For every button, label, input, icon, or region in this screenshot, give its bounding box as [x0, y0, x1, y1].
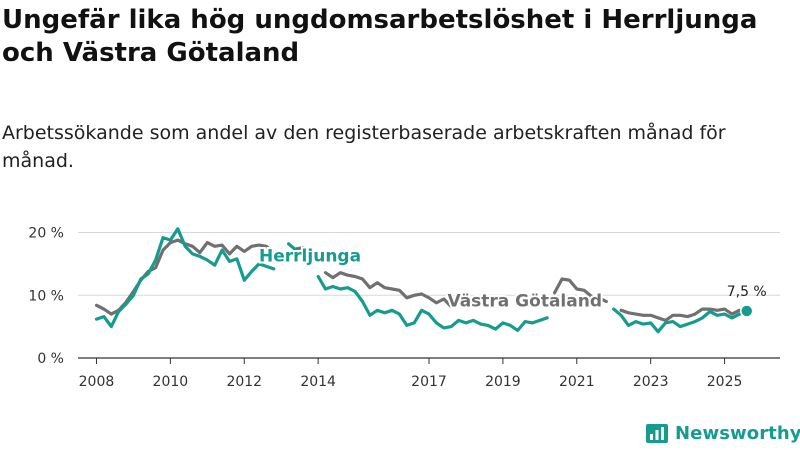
end-point-marker — [739, 304, 754, 318]
brand-name: Newsworthy — [675, 422, 800, 444]
x-tick-label: 2010 — [153, 374, 189, 390]
grid — [78, 232, 780, 359]
series-line-herrljunga — [94, 227, 749, 334]
x-tick-label: 2012 — [226, 374, 262, 390]
axes: 0 % 10 % 20 % 2008 2010 2012 2014 2017 2019 2021 2… — [28, 226, 742, 390]
x-tick-label: 2019 — [485, 374, 521, 390]
chart-subtitle: Arbetssökande som andel av den registerb… — [2, 122, 726, 172]
series-line-v-stra-g-taland — [94, 238, 749, 322]
newsworthy-brand[interactable]: Newsworthy — [645, 420, 800, 446]
series-labels: Herrljunga Västra Götaland 7,5 % — [257, 244, 767, 318]
x-tick-label: 2023 — [633, 374, 669, 390]
x-tick-label: 2021 — [559, 374, 595, 390]
x-tick-label: 2017 — [411, 374, 447, 390]
y-tick-label: 0 % — [37, 351, 64, 367]
series-label: Västra Götaland — [447, 292, 602, 312]
y-tick-label: 20 % — [28, 226, 64, 242]
end-value-label: 7,5 % — [727, 284, 767, 300]
chart-title: Ungefär lika hög ungdomsarbetslöshet i H… — [2, 5, 758, 68]
x-tick-label: 2008 — [79, 374, 115, 390]
x-tick-label: 2025 — [707, 374, 743, 390]
bar-chart-icon — [646, 424, 668, 443]
series-label: Herrljunga — [259, 246, 361, 266]
y-tick-label: 10 % — [28, 288, 64, 304]
x-tick-label: 2014 — [300, 374, 336, 390]
series-lines — [94, 227, 749, 334]
